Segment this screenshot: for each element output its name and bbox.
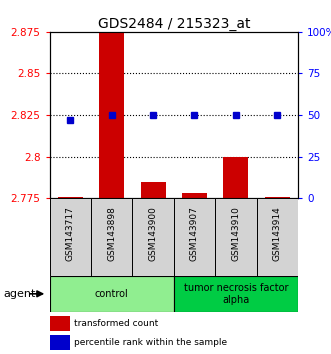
Text: GSM143717: GSM143717 (66, 206, 75, 261)
Bar (50, 335, 70, 350)
Text: percentile rank within the sample: percentile rank within the sample (74, 338, 228, 347)
Text: GSM143898: GSM143898 (107, 206, 116, 261)
Bar (50, 316, 70, 331)
Bar (257, 198, 298, 276)
Bar (132, 198, 174, 276)
Bar (265, 196, 290, 198)
Text: GSM143914: GSM143914 (273, 206, 282, 261)
Bar (182, 193, 207, 198)
Text: transformed count: transformed count (74, 319, 159, 328)
Bar (174, 276, 298, 312)
Text: GSM143910: GSM143910 (231, 206, 240, 261)
Bar (58, 196, 83, 198)
Text: GSM143907: GSM143907 (190, 206, 199, 261)
Text: control: control (95, 289, 128, 299)
Text: GSM143900: GSM143900 (149, 206, 158, 261)
Bar (50, 276, 174, 312)
Title: GDS2484 / 215323_at: GDS2484 / 215323_at (98, 17, 250, 31)
Bar (223, 156, 248, 198)
Text: agent: agent (3, 289, 36, 299)
Bar (215, 198, 257, 276)
Bar (91, 198, 132, 276)
Text: tumor necrosis factor
alpha: tumor necrosis factor alpha (184, 283, 288, 305)
Bar (141, 182, 166, 198)
Bar (174, 198, 215, 276)
Bar (50, 198, 91, 276)
Bar (99, 32, 124, 198)
